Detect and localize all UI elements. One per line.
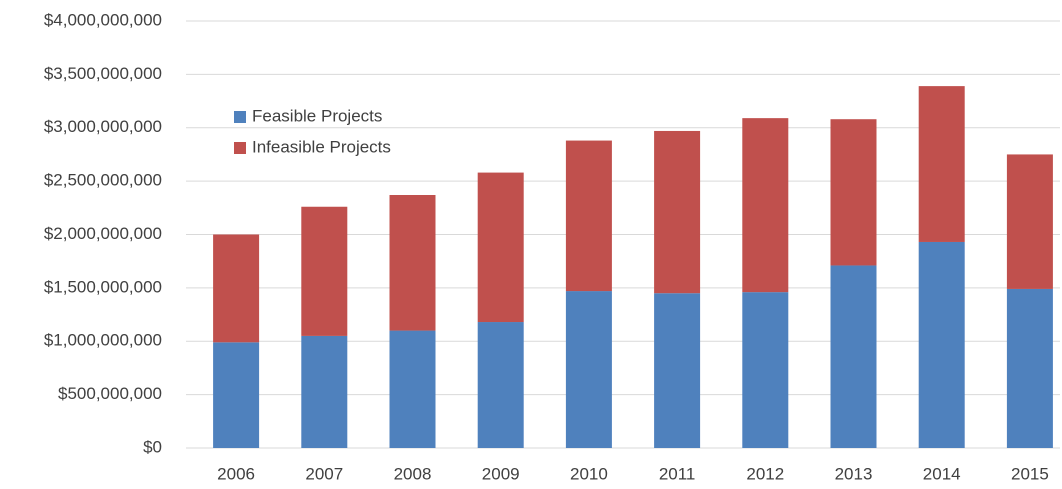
y-tick-label: $2,500,000,000 — [44, 171, 162, 190]
bar-segment — [742, 118, 789, 293]
bar-segment — [918, 86, 965, 242]
bar-segment — [213, 234, 260, 343]
x-tick-label: 2013 — [835, 464, 873, 483]
bar-segment — [301, 335, 348, 448]
bar-segment — [565, 291, 612, 448]
bar-segment — [830, 265, 877, 448]
x-tick-label: 2009 — [482, 464, 520, 483]
bar-segment — [213, 342, 260, 448]
y-tick-label: $3,500,000,000 — [44, 64, 162, 83]
legend-label: Feasible Projects — [252, 106, 382, 125]
x-tick-label: 2006 — [217, 464, 255, 483]
bar-segment — [389, 195, 436, 331]
legend-swatch — [234, 142, 246, 154]
y-tick-label: $2,000,000,000 — [44, 224, 162, 243]
bar-segment — [830, 119, 877, 266]
bar-segment — [742, 292, 789, 448]
bar-segment — [477, 172, 524, 323]
x-tick-label: 2015 — [1011, 464, 1049, 483]
bar-segment — [389, 330, 436, 448]
x-tick-label: 2008 — [394, 464, 432, 483]
x-tick-label: 2010 — [570, 464, 608, 483]
legend-label: Infeasible Projects — [252, 137, 391, 156]
bar-segment — [565, 140, 612, 292]
bar-segment — [1006, 288, 1053, 448]
x-tick-label: 2014 — [923, 464, 961, 483]
bar-segment — [918, 241, 965, 448]
x-tick-label: 2011 — [659, 464, 696, 483]
bar-segment — [301, 206, 348, 336]
bar-segment — [1006, 154, 1053, 289]
x-tick-label: 2012 — [746, 464, 784, 483]
legend-swatch — [234, 111, 246, 123]
bar-segment — [477, 322, 524, 448]
bar-segment — [654, 293, 701, 448]
y-tick-label: $0 — [143, 437, 162, 456]
x-tick-label: 2007 — [305, 464, 343, 483]
y-tick-label: $500,000,000 — [58, 384, 162, 403]
y-tick-label: $1,500,000,000 — [44, 277, 162, 296]
bar-segment — [654, 130, 701, 294]
y-tick-label: $1,000,000,000 — [44, 331, 162, 350]
y-tick-label: $3,000,000,000 — [44, 117, 162, 136]
y-tick-label: $4,000,000,000 — [44, 10, 162, 29]
